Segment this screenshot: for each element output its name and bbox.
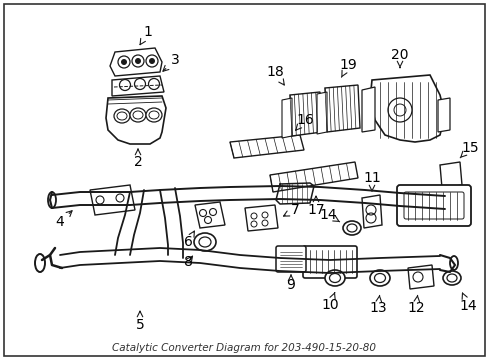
Ellipse shape	[199, 237, 210, 247]
Text: 14: 14	[458, 293, 476, 313]
Ellipse shape	[374, 274, 385, 283]
Polygon shape	[282, 98, 291, 138]
Ellipse shape	[325, 270, 345, 286]
Ellipse shape	[35, 254, 45, 272]
Text: 12: 12	[407, 295, 424, 315]
Text: 8: 8	[183, 255, 192, 269]
Polygon shape	[361, 195, 381, 228]
Ellipse shape	[442, 271, 460, 285]
Ellipse shape	[346, 224, 356, 232]
Circle shape	[135, 58, 141, 64]
Text: 19: 19	[339, 58, 356, 77]
Polygon shape	[195, 202, 224, 228]
Polygon shape	[289, 92, 321, 136]
Text: 4: 4	[56, 211, 72, 229]
Polygon shape	[361, 87, 374, 132]
Polygon shape	[229, 135, 304, 158]
Text: 6: 6	[183, 231, 194, 249]
Text: 10: 10	[321, 293, 338, 312]
Ellipse shape	[146, 108, 162, 122]
Polygon shape	[90, 185, 135, 215]
Polygon shape	[407, 265, 433, 289]
Ellipse shape	[369, 270, 389, 286]
Text: 20: 20	[390, 48, 408, 68]
Ellipse shape	[194, 233, 216, 251]
Text: 2: 2	[133, 149, 142, 169]
Polygon shape	[439, 162, 461, 188]
FancyBboxPatch shape	[396, 185, 470, 226]
FancyBboxPatch shape	[275, 246, 305, 272]
Text: 15: 15	[459, 141, 478, 158]
Polygon shape	[110, 48, 162, 76]
Polygon shape	[325, 85, 359, 132]
Polygon shape	[369, 75, 444, 142]
Ellipse shape	[130, 108, 146, 122]
Text: 1: 1	[140, 25, 152, 45]
Ellipse shape	[133, 111, 142, 119]
Ellipse shape	[446, 274, 456, 282]
Text: 7: 7	[283, 203, 299, 217]
Polygon shape	[106, 96, 165, 144]
Text: 18: 18	[265, 65, 284, 85]
Polygon shape	[244, 205, 278, 231]
Ellipse shape	[149, 111, 159, 119]
Text: 16: 16	[295, 113, 313, 130]
Polygon shape	[112, 76, 163, 96]
Ellipse shape	[342, 221, 360, 235]
Text: 5: 5	[135, 311, 144, 332]
Polygon shape	[316, 92, 326, 134]
Text: 14: 14	[319, 208, 339, 222]
Ellipse shape	[449, 256, 457, 270]
FancyBboxPatch shape	[303, 246, 356, 278]
Text: 9: 9	[286, 275, 295, 292]
Text: Catalytic Converter Diagram for 203-490-15-20-80: Catalytic Converter Diagram for 203-490-…	[112, 343, 376, 353]
Circle shape	[121, 59, 127, 65]
Text: 17: 17	[306, 196, 324, 217]
Text: 3: 3	[163, 53, 179, 71]
Polygon shape	[269, 162, 357, 192]
Text: 13: 13	[368, 295, 386, 315]
Ellipse shape	[114, 109, 130, 123]
Circle shape	[149, 58, 155, 64]
Ellipse shape	[329, 274, 340, 283]
Ellipse shape	[117, 112, 127, 120]
Text: 11: 11	[363, 171, 380, 191]
Ellipse shape	[48, 192, 56, 208]
Polygon shape	[437, 98, 449, 132]
